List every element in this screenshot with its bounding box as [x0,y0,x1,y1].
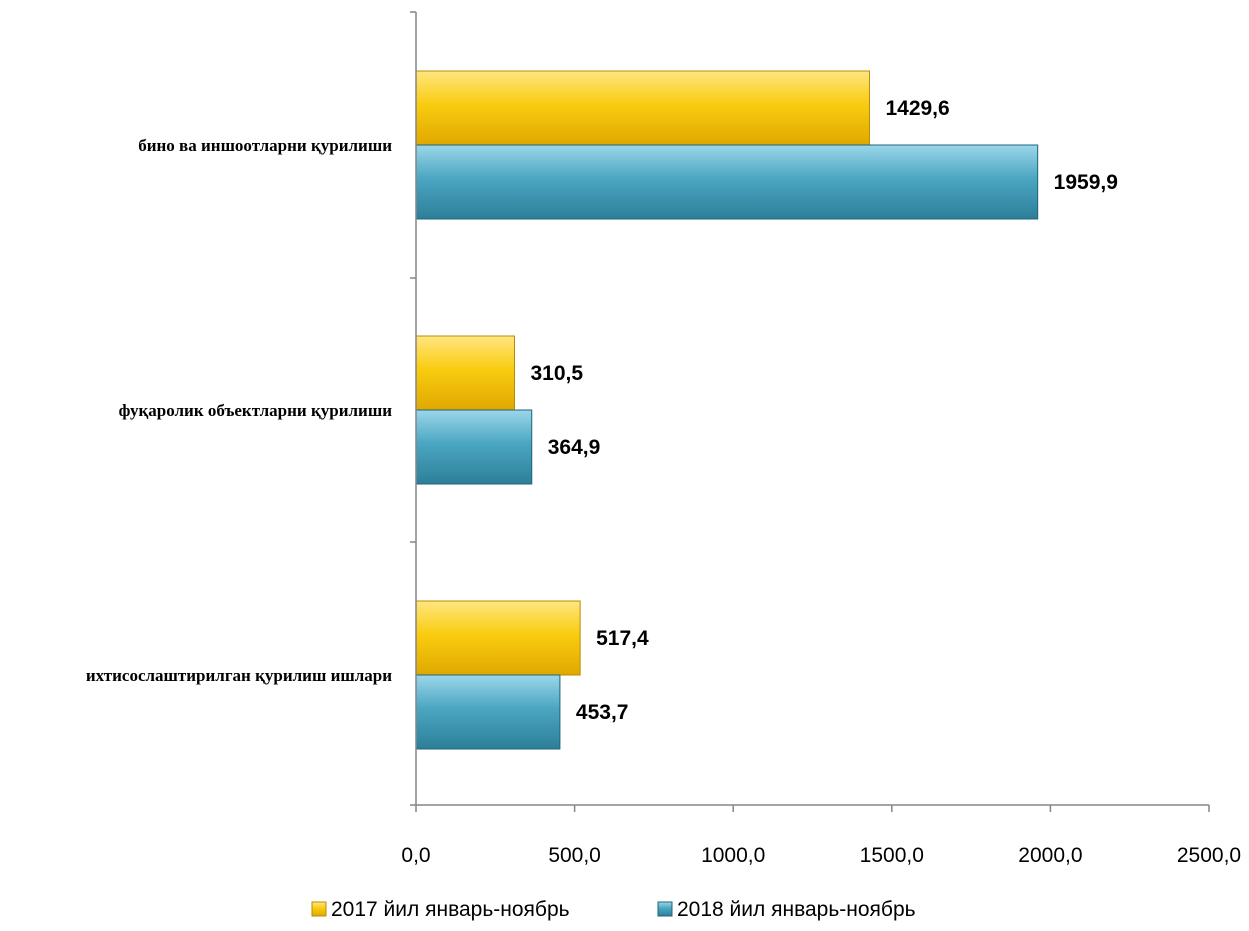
bar-2018-cat-0 [415,144,1039,220]
legend-swatch-2018 [657,901,673,917]
legend: 2017 йил январь-ноябрь 2018 йил январь-но… [311,898,916,921]
x-tick-label: 1000,0 [701,844,765,867]
x-tick-label: 0,0 [401,844,430,867]
x-tick-label: 1500,0 [860,844,924,867]
axis-layer [410,11,1210,812]
bar-2017-cat-1 [415,335,515,411]
category-label: ихтисослаштирилган қурилиш ишлари [86,666,392,685]
data-label: 517,4 [596,627,649,650]
x-tick-label: 2000,0 [1018,844,1082,867]
labels-layer: 1429,6 1959,9 бино ва иншоотларни қурилиши… [86,97,1241,867]
data-label: 1959,9 [1054,171,1118,194]
legend-label-2017: 2017 йил январь-ноябрь [331,898,570,921]
x-tick-label: 2500,0 [1177,844,1241,867]
data-label: 310,5 [530,362,583,385]
data-label: 364,9 [548,436,601,459]
data-label: 1429,6 [885,97,949,120]
bar-2018-cat-1 [415,409,533,485]
legend-label-2018: 2018 йил январь-ноябрь [677,898,916,921]
bar-2018-cat-2 [415,674,561,750]
bars-layer [415,70,1039,750]
legend-swatch-2017 [311,901,327,917]
category-label: фуқаролик объектларни қурилиши [119,401,393,420]
bar-2017-cat-0 [415,70,870,146]
category-label: бино ва иншоотларни қурилиши [138,136,392,155]
x-tick-label: 500,0 [548,844,601,867]
bar-2017-cat-2 [415,600,581,676]
data-label: 453,7 [576,701,629,724]
